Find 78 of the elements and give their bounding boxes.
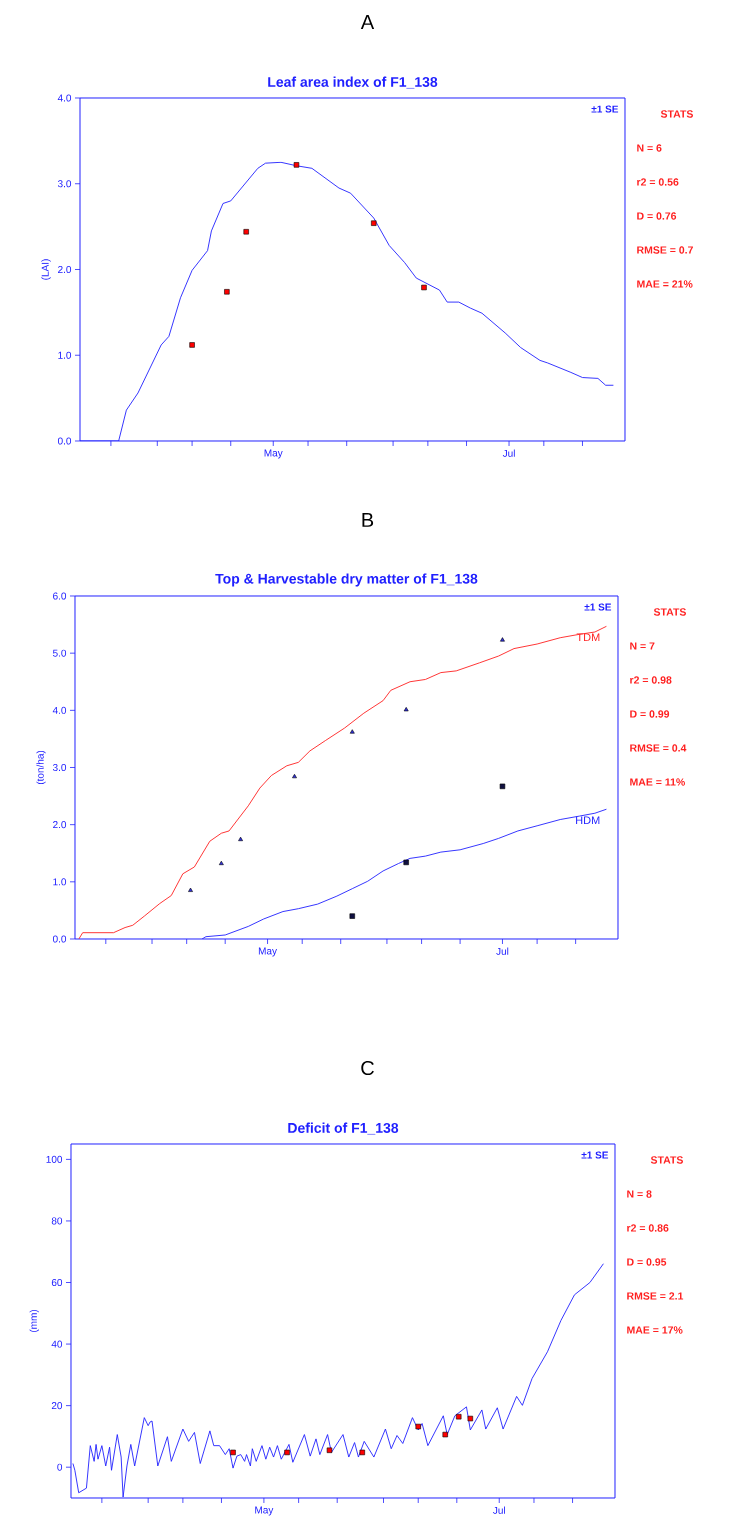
point xyxy=(403,859,409,866)
text: STATS xyxy=(660,110,693,118)
x-tick-label: May xyxy=(255,1506,274,1516)
point xyxy=(238,836,243,842)
text: B xyxy=(362,513,374,527)
text: D = 0.95 xyxy=(627,1258,667,1266)
y-tick-label: 1.0 xyxy=(58,351,72,359)
series-label: HDM xyxy=(576,816,600,824)
text: MAE = 21% xyxy=(637,280,693,288)
y-tick-label: 5.0 xyxy=(52,649,67,657)
point xyxy=(403,707,409,712)
point xyxy=(349,913,355,919)
x-tick-label: Jul xyxy=(493,1506,505,1514)
point xyxy=(499,783,506,790)
point xyxy=(284,1449,290,1456)
text: RMSE = 2.1 xyxy=(627,1292,684,1300)
y-tick-label: 60 xyxy=(51,1278,63,1287)
point xyxy=(349,729,355,734)
point xyxy=(218,860,224,866)
y-tick-label: 3.0 xyxy=(57,180,72,188)
point xyxy=(230,1449,236,1456)
annotation: ±1 SE xyxy=(581,1151,609,1159)
point xyxy=(243,229,249,235)
text: C xyxy=(361,1060,374,1076)
y-tick-label: 100 xyxy=(46,1155,63,1163)
text: MAE = 11% xyxy=(630,778,685,786)
text: D = 0.76 xyxy=(637,212,677,220)
point xyxy=(415,1423,421,1430)
point xyxy=(224,289,230,295)
text: RMSE = 0.4 xyxy=(630,744,687,752)
y-tick-label: 80 xyxy=(51,1217,63,1225)
y-tick-label: 2.0 xyxy=(53,821,67,829)
text: r2 = 0.56 xyxy=(637,178,679,186)
y-tick-label: 0.0 xyxy=(57,437,72,445)
text: N = 7 xyxy=(630,642,655,650)
text: D = 0.99 xyxy=(630,710,670,718)
text: N = 6 xyxy=(637,144,662,152)
point xyxy=(326,1447,333,1453)
point xyxy=(442,1431,448,1438)
y-axis-title: (mm) xyxy=(29,1309,39,1333)
point xyxy=(293,162,300,168)
y-tick-label: 4.0 xyxy=(52,706,67,714)
point xyxy=(188,887,193,892)
x-tick-label: Jul xyxy=(502,449,515,457)
text: STATS xyxy=(650,1156,683,1164)
text: r2 = 0.86 xyxy=(627,1224,669,1232)
y-tick-label: 0 xyxy=(57,1463,63,1471)
text: r2 = 0.98 xyxy=(630,676,672,684)
y-tick-label: 4.0 xyxy=(57,94,72,102)
text: A xyxy=(360,15,375,29)
x-tick-label: Jul xyxy=(496,947,509,955)
point xyxy=(500,637,505,642)
y-tick-label: 20 xyxy=(51,1402,63,1410)
y-axis-title: (ton/ha) xyxy=(36,750,46,785)
annotation: ±1 SE xyxy=(584,603,612,611)
y-tick-label: 0.0 xyxy=(52,935,67,943)
x-tick-label: May xyxy=(264,449,283,459)
point xyxy=(371,220,377,226)
series-label: TDM xyxy=(576,633,600,642)
line-series xyxy=(78,625,607,939)
y-tick-label: 6.0 xyxy=(53,592,67,600)
chart-title: Leaf area index of F1_138 xyxy=(268,76,438,89)
text: STATS xyxy=(653,608,686,616)
y-tick-label: 3.0 xyxy=(52,763,67,772)
text: MAE = 17% xyxy=(627,1326,683,1334)
text: N = 8 xyxy=(627,1190,652,1198)
annotation: ±1 SE xyxy=(591,105,619,113)
chart-title: Deficit of F1_138 xyxy=(288,1122,399,1135)
chart-title: Top & Harvestable dry matter of F1_138 xyxy=(215,573,478,587)
point xyxy=(292,773,297,779)
point xyxy=(421,284,427,291)
y-tick-label: 1.0 xyxy=(53,878,67,886)
y-tick-label: 2.0 xyxy=(58,265,72,274)
y-tick-label: 40 xyxy=(51,1340,63,1348)
x-tick-label: May xyxy=(258,947,277,957)
point xyxy=(189,342,195,348)
y-axis-title: (LAI) xyxy=(41,259,51,280)
text: RMSE = 0.7 xyxy=(637,246,693,254)
